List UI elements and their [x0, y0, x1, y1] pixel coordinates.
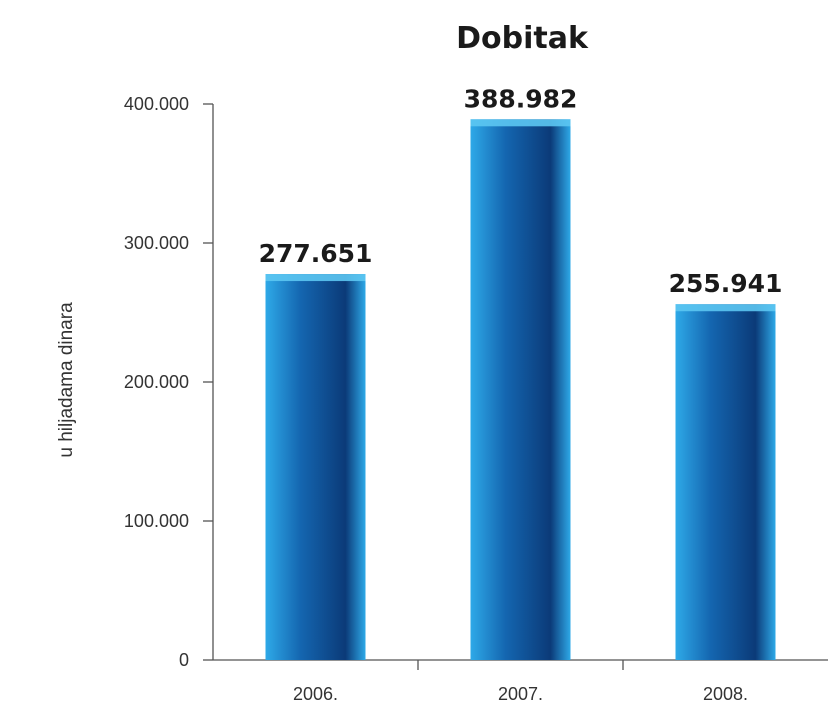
y-tick-label: 0 — [179, 650, 189, 670]
y-axis-label: u hiljadama dinara — [56, 302, 77, 458]
x-tick-label: 2006. — [293, 684, 338, 704]
y-tick-label: 200.000 — [124, 372, 189, 392]
y-tick-label: 400.000 — [124, 94, 189, 114]
data-label: 255.941 — [669, 269, 783, 298]
y-tick-label: 100.000 — [124, 511, 189, 531]
data-labels: 277.651 388.982 255.941 — [259, 84, 783, 298]
y-ticks: 0 100.000 200.000 300.000 400.000 — [124, 94, 213, 670]
x-ticks: 2006. 2007. 2008. — [293, 660, 748, 704]
bar — [675, 304, 776, 660]
bar-cap — [265, 274, 366, 282]
data-label: 388.982 — [464, 84, 578, 113]
y-tick-label: 300.000 — [124, 233, 189, 253]
bar-cap — [675, 304, 776, 312]
bars — [265, 119, 776, 661]
bar — [265, 274, 366, 660]
data-label: 277.651 — [259, 239, 373, 268]
bar — [470, 119, 571, 661]
x-tick-label: 2008. — [703, 684, 748, 704]
x-tick-label: 2007. — [498, 684, 543, 704]
chart-title: Dobitak — [456, 21, 589, 56]
bar-cap — [470, 119, 571, 127]
